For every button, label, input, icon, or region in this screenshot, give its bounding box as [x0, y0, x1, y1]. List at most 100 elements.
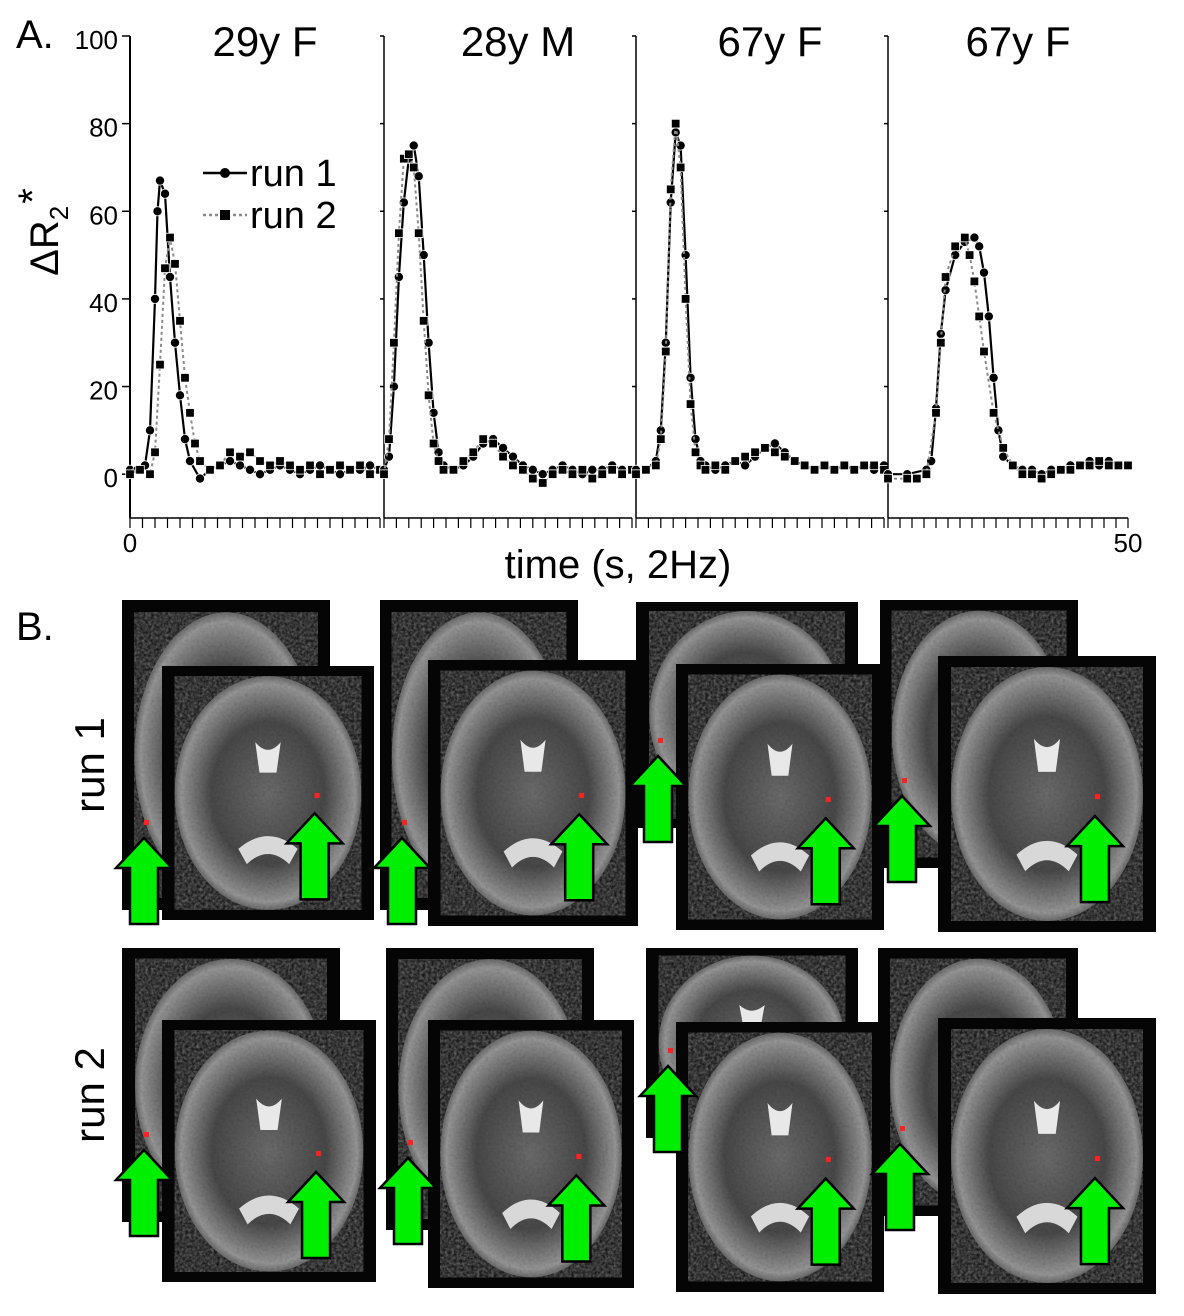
- red-voxel-dot: [900, 1126, 905, 1131]
- data-point: [518, 465, 528, 475]
- legend-run1-label: run 1: [250, 153, 337, 195]
- data-point: [685, 399, 696, 409]
- mri-slice-front: [676, 664, 884, 930]
- green-arrow-icon: [113, 1148, 175, 1238]
- data-point: [790, 456, 800, 466]
- data-point: [498, 451, 508, 462]
- y-tick-label: 40: [89, 288, 118, 318]
- data-point: [979, 346, 989, 357]
- data-point: [740, 451, 750, 462]
- red-voxel-dot: [144, 820, 149, 825]
- data-point: [577, 465, 588, 475]
- data-point: [993, 425, 1004, 436]
- y-tick-label: 60: [89, 200, 118, 230]
- chart-panel-4: 67y F 50: [883, 18, 1142, 558]
- data-point: [423, 337, 434, 348]
- data-point: [950, 241, 960, 252]
- data-point: [334, 469, 345, 480]
- green-arrow-icon: [283, 811, 346, 901]
- data-point: [428, 407, 439, 418]
- data-point: [169, 337, 180, 348]
- mri-cell: [113, 948, 376, 1282]
- chart-panel-1: 29y F 0: [122, 18, 385, 558]
- data-point: [998, 451, 1009, 462]
- data-point: [936, 338, 946, 348]
- data-point: [631, 469, 641, 479]
- data-point: [547, 469, 558, 479]
- data-point: [964, 250, 975, 260]
- data-point: [165, 232, 175, 243]
- data-point: [170, 259, 180, 269]
- chart-title: 67y F: [717, 18, 822, 65]
- data-point: [528, 473, 538, 484]
- data-point: [180, 373, 190, 383]
- red-voxel-dot: [668, 1048, 673, 1053]
- data-point: [538, 478, 548, 488]
- data-point: [988, 372, 999, 383]
- data-point: [1017, 469, 1028, 479]
- data-point: [849, 465, 859, 475]
- data-point: [770, 447, 780, 457]
- data-point: [245, 447, 255, 457]
- red-voxel-dot: [316, 1151, 322, 1156]
- data-point: [760, 443, 770, 453]
- green-arrow-icon: [113, 836, 175, 926]
- data-point: [224, 456, 235, 467]
- green-arrow-icon: [545, 1173, 608, 1263]
- data-point: [149, 293, 160, 304]
- data-point: [998, 443, 1008, 453]
- chart-panel-2: 28y M: [378, 18, 638, 528]
- y-tick-label: 80: [89, 113, 118, 143]
- data-point: [656, 434, 666, 444]
- data-point: [680, 250, 691, 261]
- y-axis-label-sub: 2: [44, 206, 74, 220]
- data-point: [428, 438, 439, 449]
- red-voxel-dot: [658, 738, 663, 743]
- data-point: [135, 465, 145, 475]
- green-arrow-icon: [794, 1176, 857, 1266]
- y-tick-label: 0: [104, 463, 118, 493]
- data-point: [969, 232, 980, 243]
- mri-image-grid: [113, 600, 1156, 1294]
- data-point: [685, 372, 696, 383]
- data-point: [587, 473, 598, 484]
- data-point: [819, 460, 830, 471]
- series-line-1: [888, 236, 1128, 476]
- green-arrow-icon: [377, 1156, 439, 1246]
- data-point: [1065, 465, 1076, 475]
- data-point: [295, 465, 305, 475]
- data-point: [1104, 460, 1114, 471]
- data-point: [1036, 473, 1047, 484]
- data-point: [969, 276, 980, 287]
- data-point: [418, 250, 429, 261]
- data-point: [488, 438, 498, 449]
- data-point: [710, 460, 721, 471]
- red-voxel-dot: [314, 793, 320, 798]
- y-axis-label-text: ΔR2*: [11, 188, 74, 276]
- data-point: [159, 188, 170, 199]
- data-point: [859, 460, 869, 471]
- data-point: [345, 465, 355, 475]
- data-point: [690, 447, 701, 457]
- data-point: [408, 140, 419, 151]
- red-voxel-dot: [402, 820, 407, 825]
- green-arrow-icon: [869, 1142, 931, 1232]
- red-voxel-dot: [902, 778, 907, 783]
- mri-cell: [627, 602, 884, 930]
- data-point: [769, 438, 780, 449]
- red-voxel-dot: [1094, 1156, 1100, 1161]
- data-point: [690, 434, 701, 445]
- data-point: [448, 465, 459, 475]
- x-tick-label: 50: [1114, 528, 1143, 558]
- data-point: [869, 460, 879, 471]
- series-line-2: [888, 235, 1128, 480]
- mri-cell: [371, 600, 638, 926]
- data-point: [379, 469, 389, 479]
- data-point: [780, 451, 790, 462]
- data-point: [215, 460, 225, 471]
- data-point: [365, 469, 375, 479]
- chart-panel-3: 67y F: [631, 18, 890, 528]
- data-point: [974, 311, 984, 322]
- data-point: [468, 447, 478, 457]
- data-point: [150, 447, 160, 457]
